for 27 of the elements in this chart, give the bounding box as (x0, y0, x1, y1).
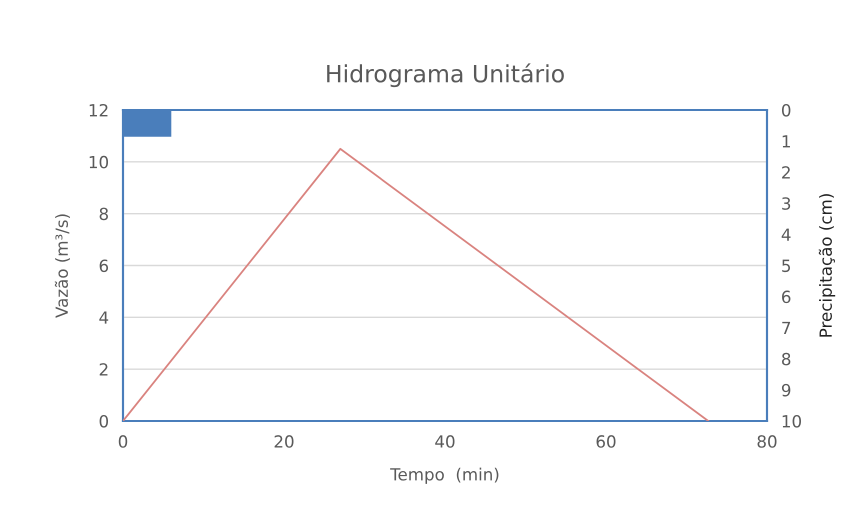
x-tick-label: 60 (596, 435, 616, 448)
y-tick-label: 0 (100, 414, 108, 428)
x-tick-label: 80 (758, 435, 776, 448)
x-tick-label: 20 (274, 435, 294, 448)
y2-tick-label: 7 (782, 322, 790, 334)
y-tick-label: 10 (90, 156, 108, 168)
y2-tick-label: 8 (782, 352, 790, 366)
y2-tick-label: 4 (782, 228, 791, 241)
y2-tick-label: 1 (782, 135, 790, 148)
y-axis-title: Vazão (m³/s) (54, 214, 70, 318)
y2-tick-label: 5 (782, 260, 790, 272)
y-tick-label: 2 (100, 363, 108, 376)
x-tick-label: 0 (118, 435, 128, 448)
y2-tick-label: 9 (782, 384, 790, 396)
x-tick-label: 40 (435, 435, 454, 448)
y-tick-label: 4 (99, 312, 108, 324)
y2-axis-title: Precipitação (cm) (818, 194, 836, 337)
y2-tick-label: 0 (782, 104, 790, 117)
y2-tick-label: 10 (782, 414, 801, 428)
x-axis-title: Tempo (min) (390, 468, 498, 484)
y-tick-label: 12 (90, 104, 108, 116)
y-tick-label: 6 (100, 259, 108, 272)
y-tick-label: 8 (100, 208, 108, 220)
y2-tick-label: 3 (782, 197, 790, 210)
y2-tick-label: 2 (782, 166, 790, 179)
chart-title: Hidrograma Unitário (327, 63, 564, 88)
y2-tick-label: 6 (782, 290, 790, 304)
